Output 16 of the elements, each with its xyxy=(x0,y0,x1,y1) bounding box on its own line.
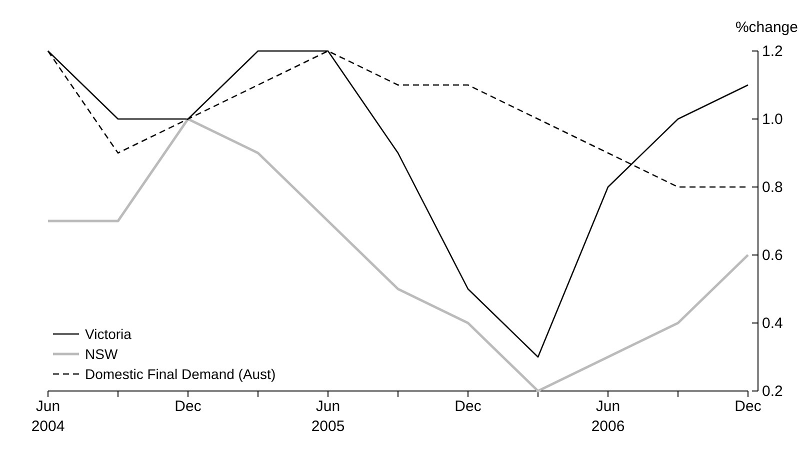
y-tick-label: 0.2 xyxy=(762,383,783,400)
y-tick-label: 0.6 xyxy=(762,247,783,264)
x-tick-label: Dec xyxy=(454,398,482,415)
x-tick-label: Dec xyxy=(174,398,202,415)
legend-label: Domestic Final Demand (Aust) xyxy=(85,366,276,382)
legend-label: Victoria xyxy=(85,326,132,342)
x-tick-label: Jun 2005 xyxy=(311,398,345,435)
x-tick-label: Dec xyxy=(734,398,762,415)
y-tick-label: 1.2 xyxy=(762,43,783,60)
y-tick-label: 0.8 xyxy=(762,179,783,196)
y-tick-label: 0.4 xyxy=(762,315,783,332)
y-tick-label: 1.0 xyxy=(762,111,783,128)
legend-label: NSW xyxy=(85,346,118,362)
x-tick-label: Jun 2004 xyxy=(31,398,65,435)
x-tick-label: Jun 2006 xyxy=(591,398,625,435)
y-axis-title: %change xyxy=(735,19,798,36)
